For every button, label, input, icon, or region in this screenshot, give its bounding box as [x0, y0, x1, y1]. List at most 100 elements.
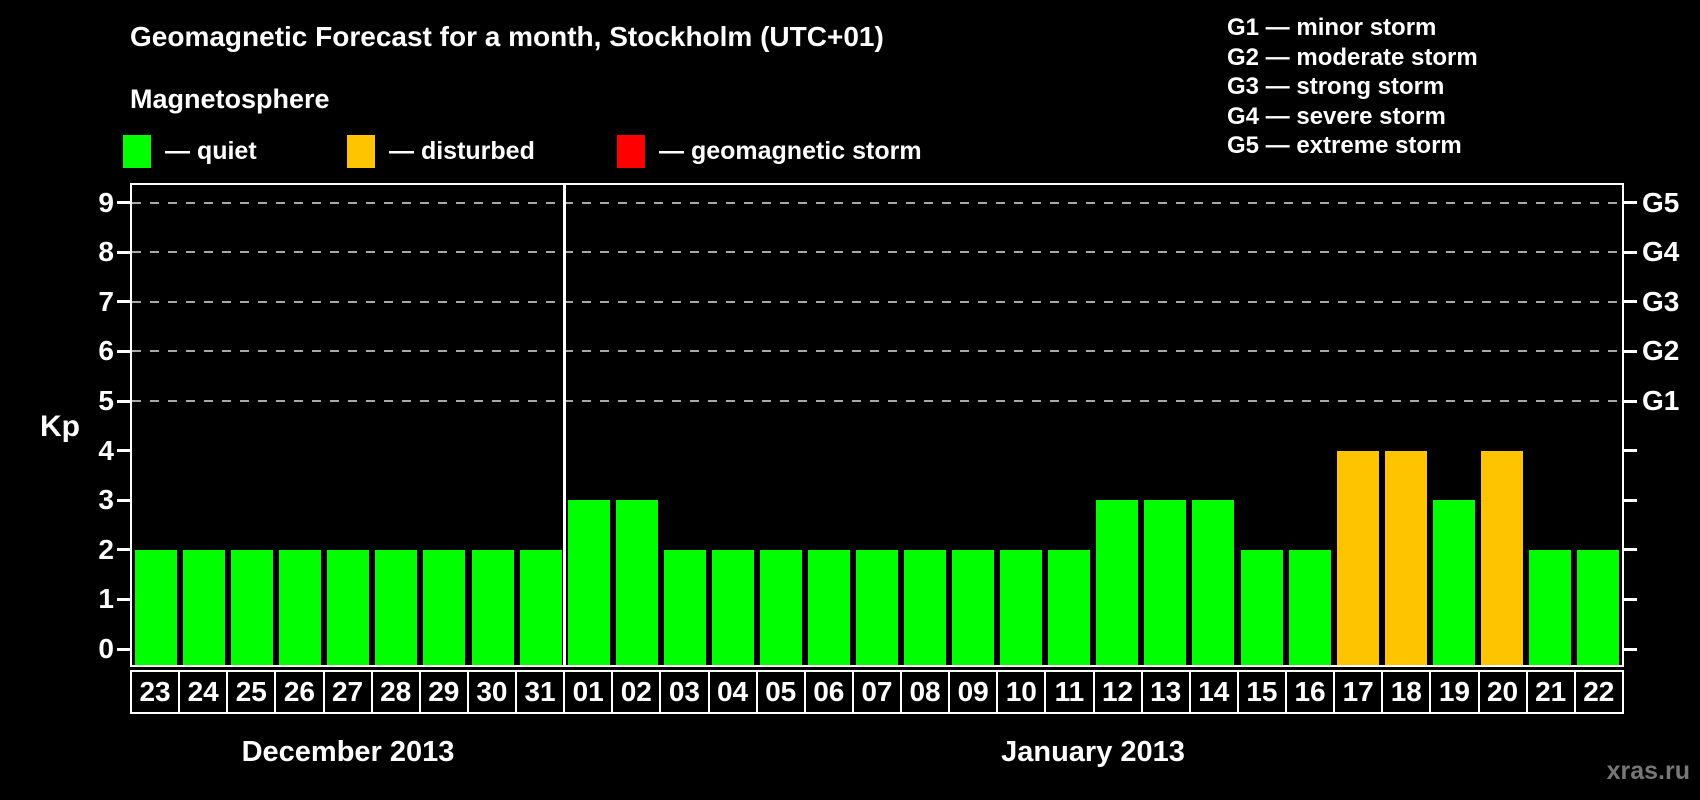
day-label-cell-13: 13 [1140, 670, 1191, 714]
magnetosphere-label: Magnetosphere [130, 84, 330, 114]
g-scale-label-G1: G1 [1642, 385, 1680, 416]
bar-january-07 [856, 549, 899, 665]
day-label-cell-23: 23 [130, 670, 181, 714]
gridline-kp-9 [132, 201, 1622, 204]
storm-scale-legend: G1 — minor storm G2 — moderate storm G3 — … [1227, 13, 1478, 161]
day-label-cell-02: 02 [611, 670, 662, 714]
y-tick-label-3: 3 [98, 484, 114, 515]
disturbed-color-swatch [347, 134, 375, 168]
day-label-cell-10: 10 [996, 670, 1047, 714]
gridline-kp-6 [132, 350, 1622, 353]
y-tick-right-0 [1624, 648, 1637, 651]
y-tick-label-8: 8 [98, 236, 114, 267]
y-tick-left-8 [117, 251, 130, 254]
day-label-cell-25: 25 [226, 670, 277, 714]
y-tick-right-5 [1624, 400, 1637, 403]
bar-december-23 [135, 549, 178, 665]
storm-scale-line: G2 — moderate storm [1227, 43, 1478, 71]
legend-label-storm: — geomagnetic storm [659, 136, 922, 165]
storm-scale-line: G5 — extreme storm [1227, 132, 1462, 159]
bar-january-19 [1432, 500, 1475, 665]
storm-scale-line: G4 — severe storm [1227, 102, 1446, 130]
y-tick-left-4 [117, 449, 130, 452]
y-tick-label-1: 1 [98, 583, 114, 614]
bar-january-22 [1576, 549, 1619, 665]
y-tick-label-2: 2 [98, 534, 114, 565]
day-label-cell-01: 01 [563, 670, 614, 714]
bar-december-30 [471, 549, 514, 665]
bar-january-12 [1096, 500, 1139, 665]
bar-january-05 [759, 549, 802, 665]
g-scale-label-G2: G2 [1642, 335, 1680, 366]
day-label-cell-03: 03 [659, 670, 710, 714]
y-tick-label-7: 7 [98, 286, 114, 317]
day-label-cell-15: 15 [1236, 670, 1287, 714]
legend-label-disturbed: — disturbed [389, 136, 535, 165]
y-tick-left-5 [117, 400, 130, 403]
y-tick-left-0 [117, 648, 130, 651]
bar-january-16 [1288, 549, 1331, 665]
bar-january-20 [1480, 450, 1523, 665]
day-label-cell-08: 08 [900, 670, 951, 714]
legend-label-quiet: — quiet [165, 136, 257, 165]
y-tick-right-3 [1624, 499, 1637, 502]
day-label-cell-29: 29 [418, 670, 469, 714]
bar-january-08 [904, 549, 947, 665]
day-label-cell-14: 14 [1188, 670, 1239, 714]
y-tick-label-9: 9 [98, 187, 114, 218]
bar-january-13 [1144, 500, 1187, 665]
y-tick-right-6 [1624, 350, 1637, 353]
y-tick-right-8 [1624, 251, 1637, 254]
y-tick-left-9 [117, 201, 130, 204]
day-label-cell-11: 11 [1044, 670, 1095, 714]
day-label-cell-28: 28 [370, 670, 421, 714]
day-label-cell-22: 22 [1573, 670, 1624, 714]
y-tick-right-2 [1624, 548, 1637, 551]
day-label-cell-18: 18 [1381, 670, 1432, 714]
day-axis-row: 23 24 25 26 27 28 29 30 31 01 02 03 04 05 06 07 08 09 10 11… [130, 670, 1624, 714]
bar-december-25 [231, 549, 274, 665]
bar-december-28 [375, 549, 418, 665]
bar-january-11 [1048, 549, 1091, 665]
chart-title: Geomagnetic Forecast for a month, Stockh… [130, 21, 884, 52]
bar-january-14 [1192, 500, 1235, 665]
bar-december-27 [327, 549, 370, 665]
storm-scale-line: G3 — strong storm [1227, 73, 1445, 100]
bar-december-31 [519, 549, 562, 665]
y-tick-left-3 [117, 499, 130, 502]
bar-january-04 [711, 549, 754, 665]
y-tick-left-2 [117, 548, 130, 551]
day-label-cell-12: 12 [1092, 670, 1143, 714]
month-divider [563, 185, 566, 665]
gridline-kp-5 [132, 400, 1622, 402]
day-label-cell-20: 20 [1477, 670, 1528, 714]
bar-january-21 [1528, 549, 1571, 665]
bar-january-06 [807, 549, 850, 665]
day-label-cell-30: 30 [466, 670, 517, 714]
bar-january-17 [1336, 450, 1379, 665]
bar-january-09 [952, 549, 995, 665]
day-label-cell-09: 09 [948, 670, 999, 714]
y-tick-right-9 [1624, 201, 1637, 204]
storm-scale-line: G1 — minor storm [1227, 14, 1437, 41]
storm-color-swatch [617, 134, 645, 168]
bar-january-03 [663, 549, 706, 665]
y-tick-right-4 [1624, 449, 1637, 452]
gridline-kp-7 [132, 300, 1622, 303]
y-tick-label-6: 6 [98, 335, 114, 366]
day-label-cell-16: 16 [1285, 670, 1336, 714]
day-label-cell-07: 07 [851, 670, 902, 714]
bar-january-02 [615, 500, 658, 665]
y-tick-label-0: 0 [98, 633, 114, 664]
day-label-cell-26: 26 [274, 670, 325, 714]
legend-item-storm: — geomagnetic storm [617, 134, 922, 168]
gridline-kp-8 [132, 251, 1622, 254]
day-label-cell-04: 04 [707, 670, 758, 714]
g-scale-label-G4: G4 [1642, 236, 1680, 267]
y-tick-right-1 [1624, 598, 1637, 601]
bar-december-26 [279, 549, 322, 665]
day-label-cell-27: 27 [322, 670, 373, 714]
day-label-cell-17: 17 [1333, 670, 1384, 714]
day-label-cell-21: 21 [1525, 670, 1576, 714]
